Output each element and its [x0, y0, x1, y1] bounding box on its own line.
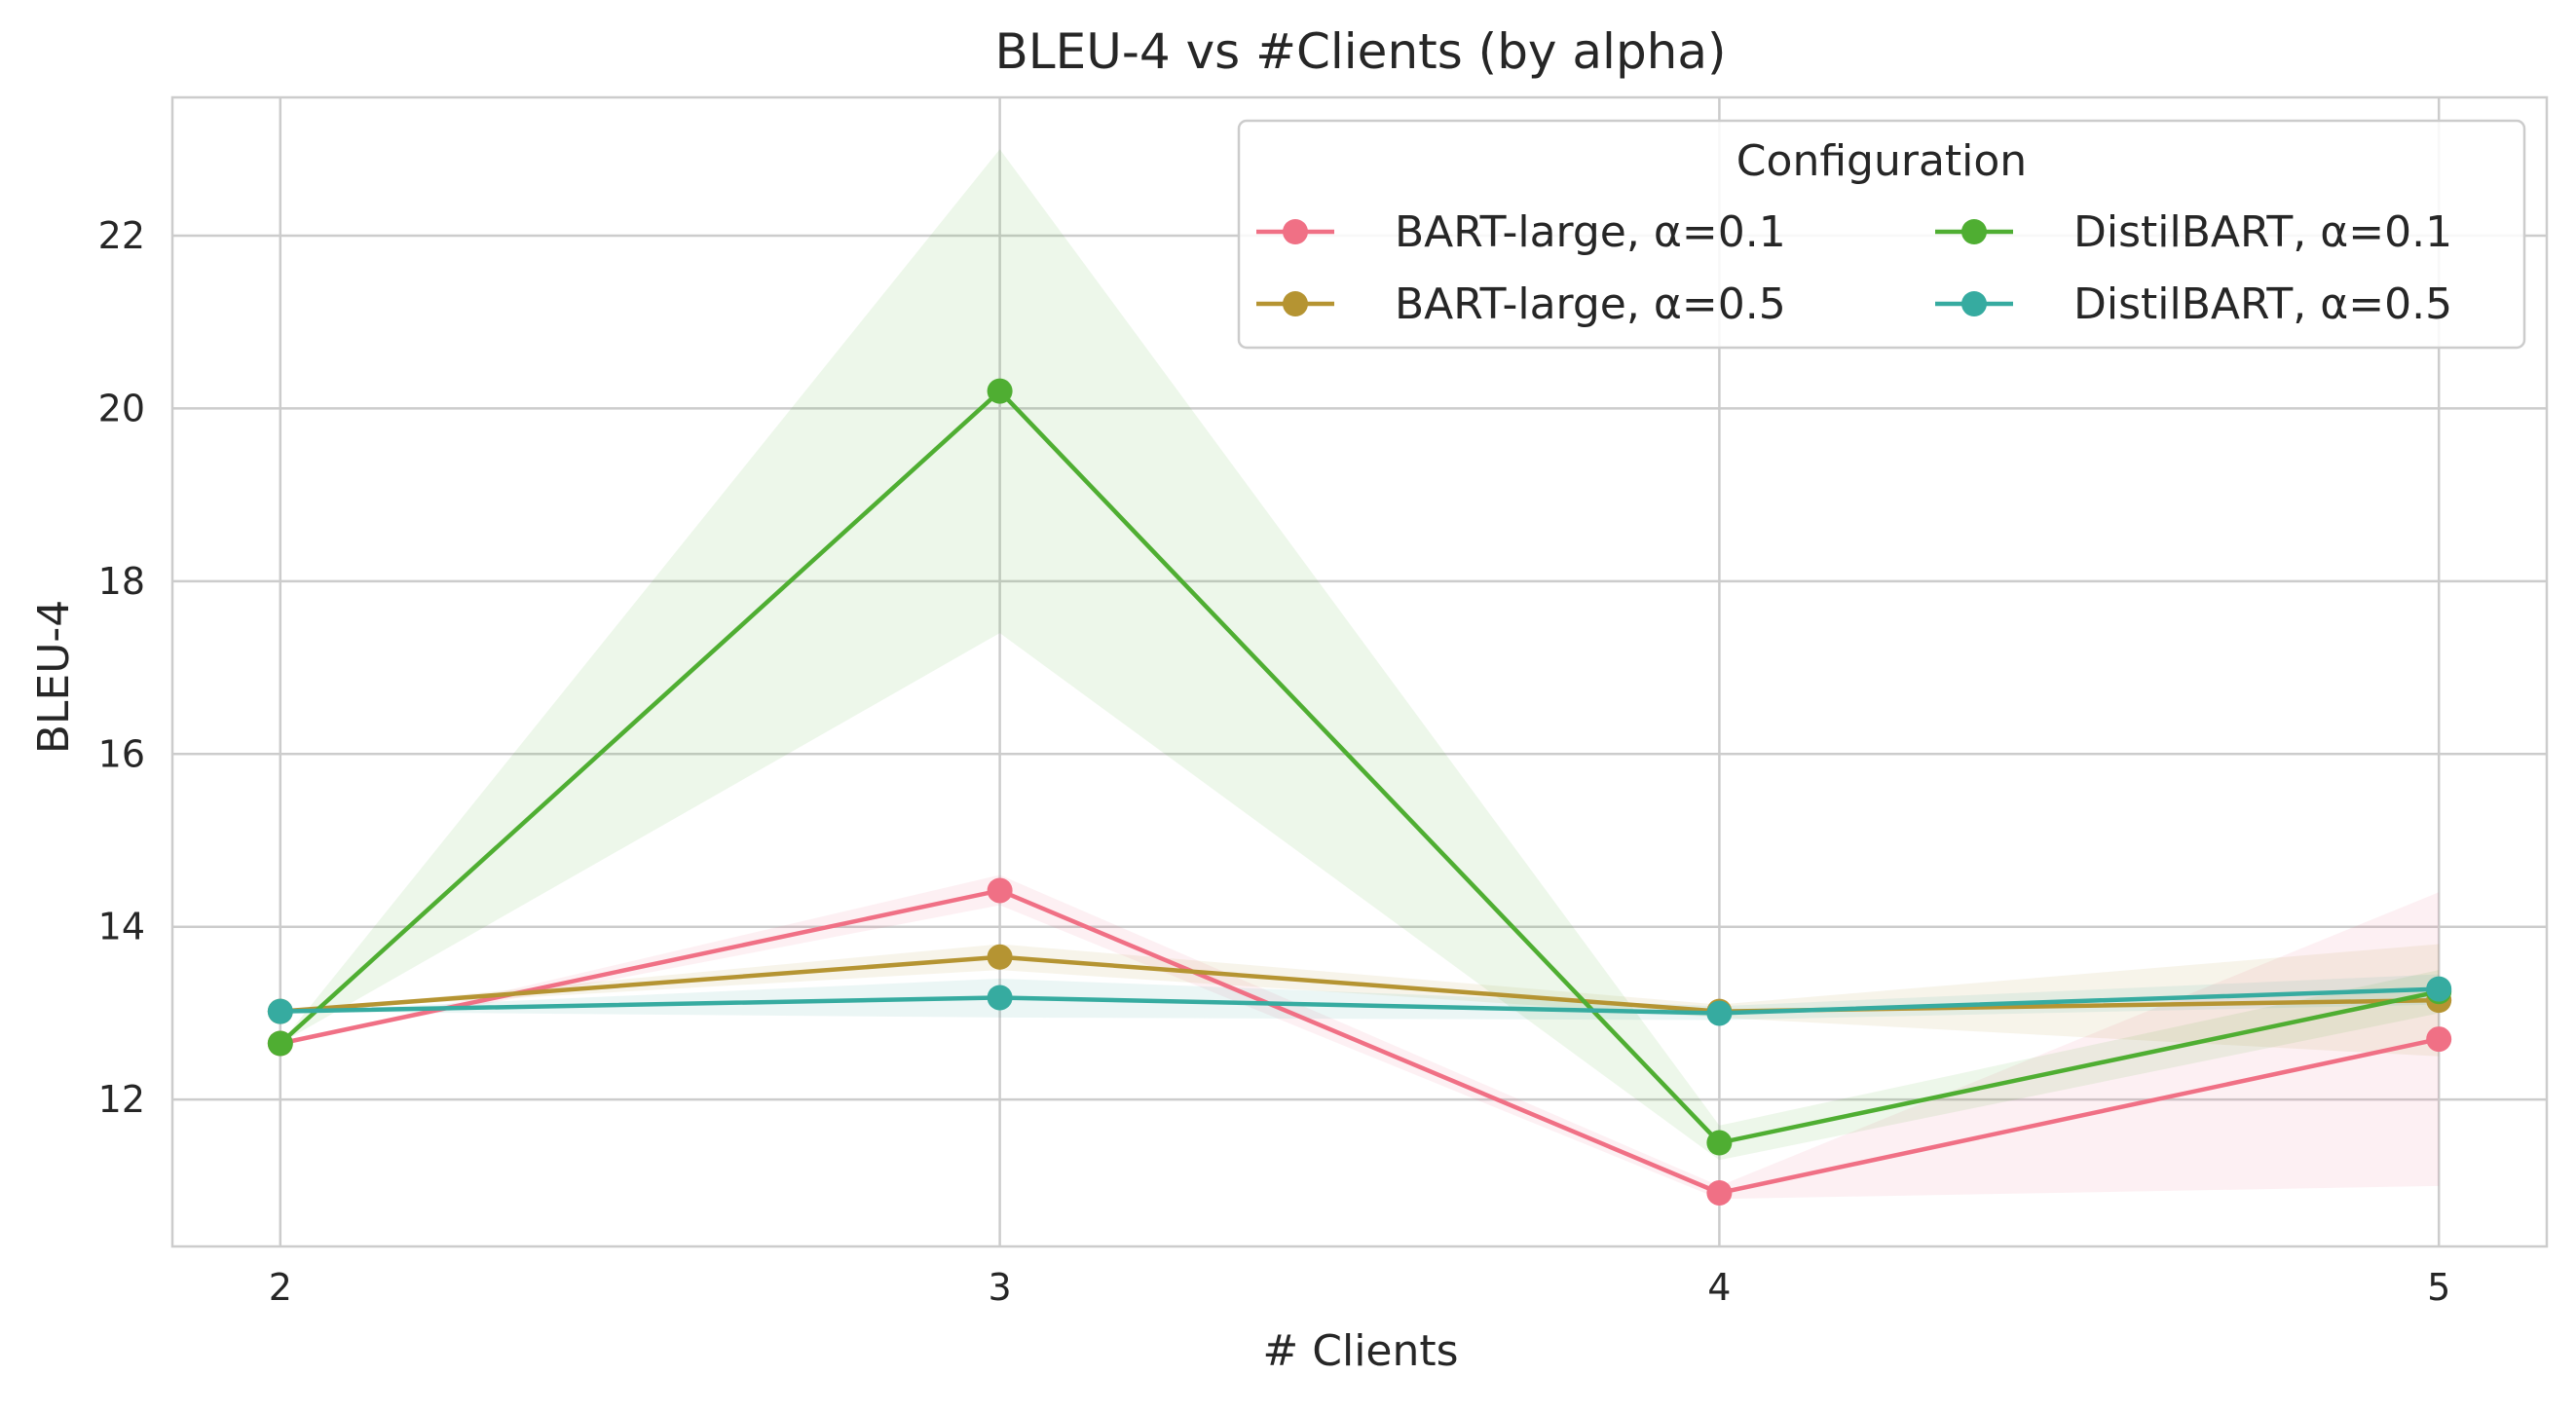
legend-label: DistilBART, α=0.1 — [2073, 207, 2452, 257]
data-point — [2426, 1026, 2452, 1053]
legend-title: Configuration — [1736, 136, 2027, 186]
y-tick-label: 20 — [98, 387, 145, 429]
data-point — [987, 877, 1013, 904]
x-tick-label: 5 — [2427, 1266, 2450, 1309]
y-tick-label: 16 — [98, 732, 145, 775]
data-point — [267, 998, 293, 1024]
legend-label: BART-large, α=0.1 — [1395, 207, 1786, 257]
legend-box — [1237, 119, 2526, 350]
data-point — [1706, 1130, 1733, 1156]
legend-entry: DistilBART, α=0.5 — [1935, 279, 2452, 329]
legend-entry: DistilBART, α=0.1 — [1935, 207, 2452, 257]
series-line — [280, 888, 2440, 1196]
legend-marker — [1283, 291, 1308, 316]
legend-marker — [1961, 291, 1987, 316]
plot-frame — [170, 95, 2549, 1248]
x-tick-label: 3 — [989, 1266, 1012, 1309]
chart-title: BLEU-4 vs #Clients (by alpha) — [994, 23, 1726, 80]
data-point — [2426, 976, 2452, 1002]
series-line — [280, 986, 2440, 1016]
data-point — [987, 378, 1013, 404]
legend-label: BART-large, α=0.5 — [1395, 279, 1786, 329]
x-tick-label: 4 — [1707, 1266, 1731, 1309]
data-point — [1706, 1000, 1733, 1026]
y-tick-label: 14 — [98, 906, 145, 948]
x-axis-label: # Clients — [1262, 1326, 1458, 1376]
y-tick-label: 12 — [98, 1078, 145, 1121]
tick-layer: 2 3 4 5 12 14 16 18 20 22 — [98, 214, 2451, 1309]
legend-entries: BART-large, α=0.1 BART-large, α=0.5 Distil… — [1256, 207, 2452, 329]
legend-label: DistilBART, α=0.5 — [2073, 279, 2452, 329]
data-point — [1706, 1179, 1733, 1206]
series-line — [280, 954, 2440, 1014]
x-tick-label: 2 — [269, 1266, 292, 1309]
confidence-band — [280, 874, 2440, 1200]
y-axis-label: BLEU-4 — [29, 600, 79, 755]
confidence-band — [280, 149, 2440, 1161]
data-point — [267, 1030, 293, 1057]
data-point — [987, 985, 1013, 1011]
series-layer — [267, 378, 2452, 1206]
legend-marker — [1283, 219, 1308, 244]
data-point — [987, 944, 1013, 970]
y-tick-label: 22 — [98, 214, 145, 257]
series — [267, 976, 2452, 1026]
legend-marker — [1961, 219, 1987, 244]
y-tick-label: 18 — [98, 560, 145, 603]
legend-entry: BART-large, α=0.1 — [1256, 207, 1786, 257]
series-line — [279, 389, 2440, 1145]
legend-entry: BART-large, α=0.5 — [1256, 279, 1786, 329]
legend: Configuration BART-large, α=0.1BART-larg… — [1237, 119, 2526, 350]
